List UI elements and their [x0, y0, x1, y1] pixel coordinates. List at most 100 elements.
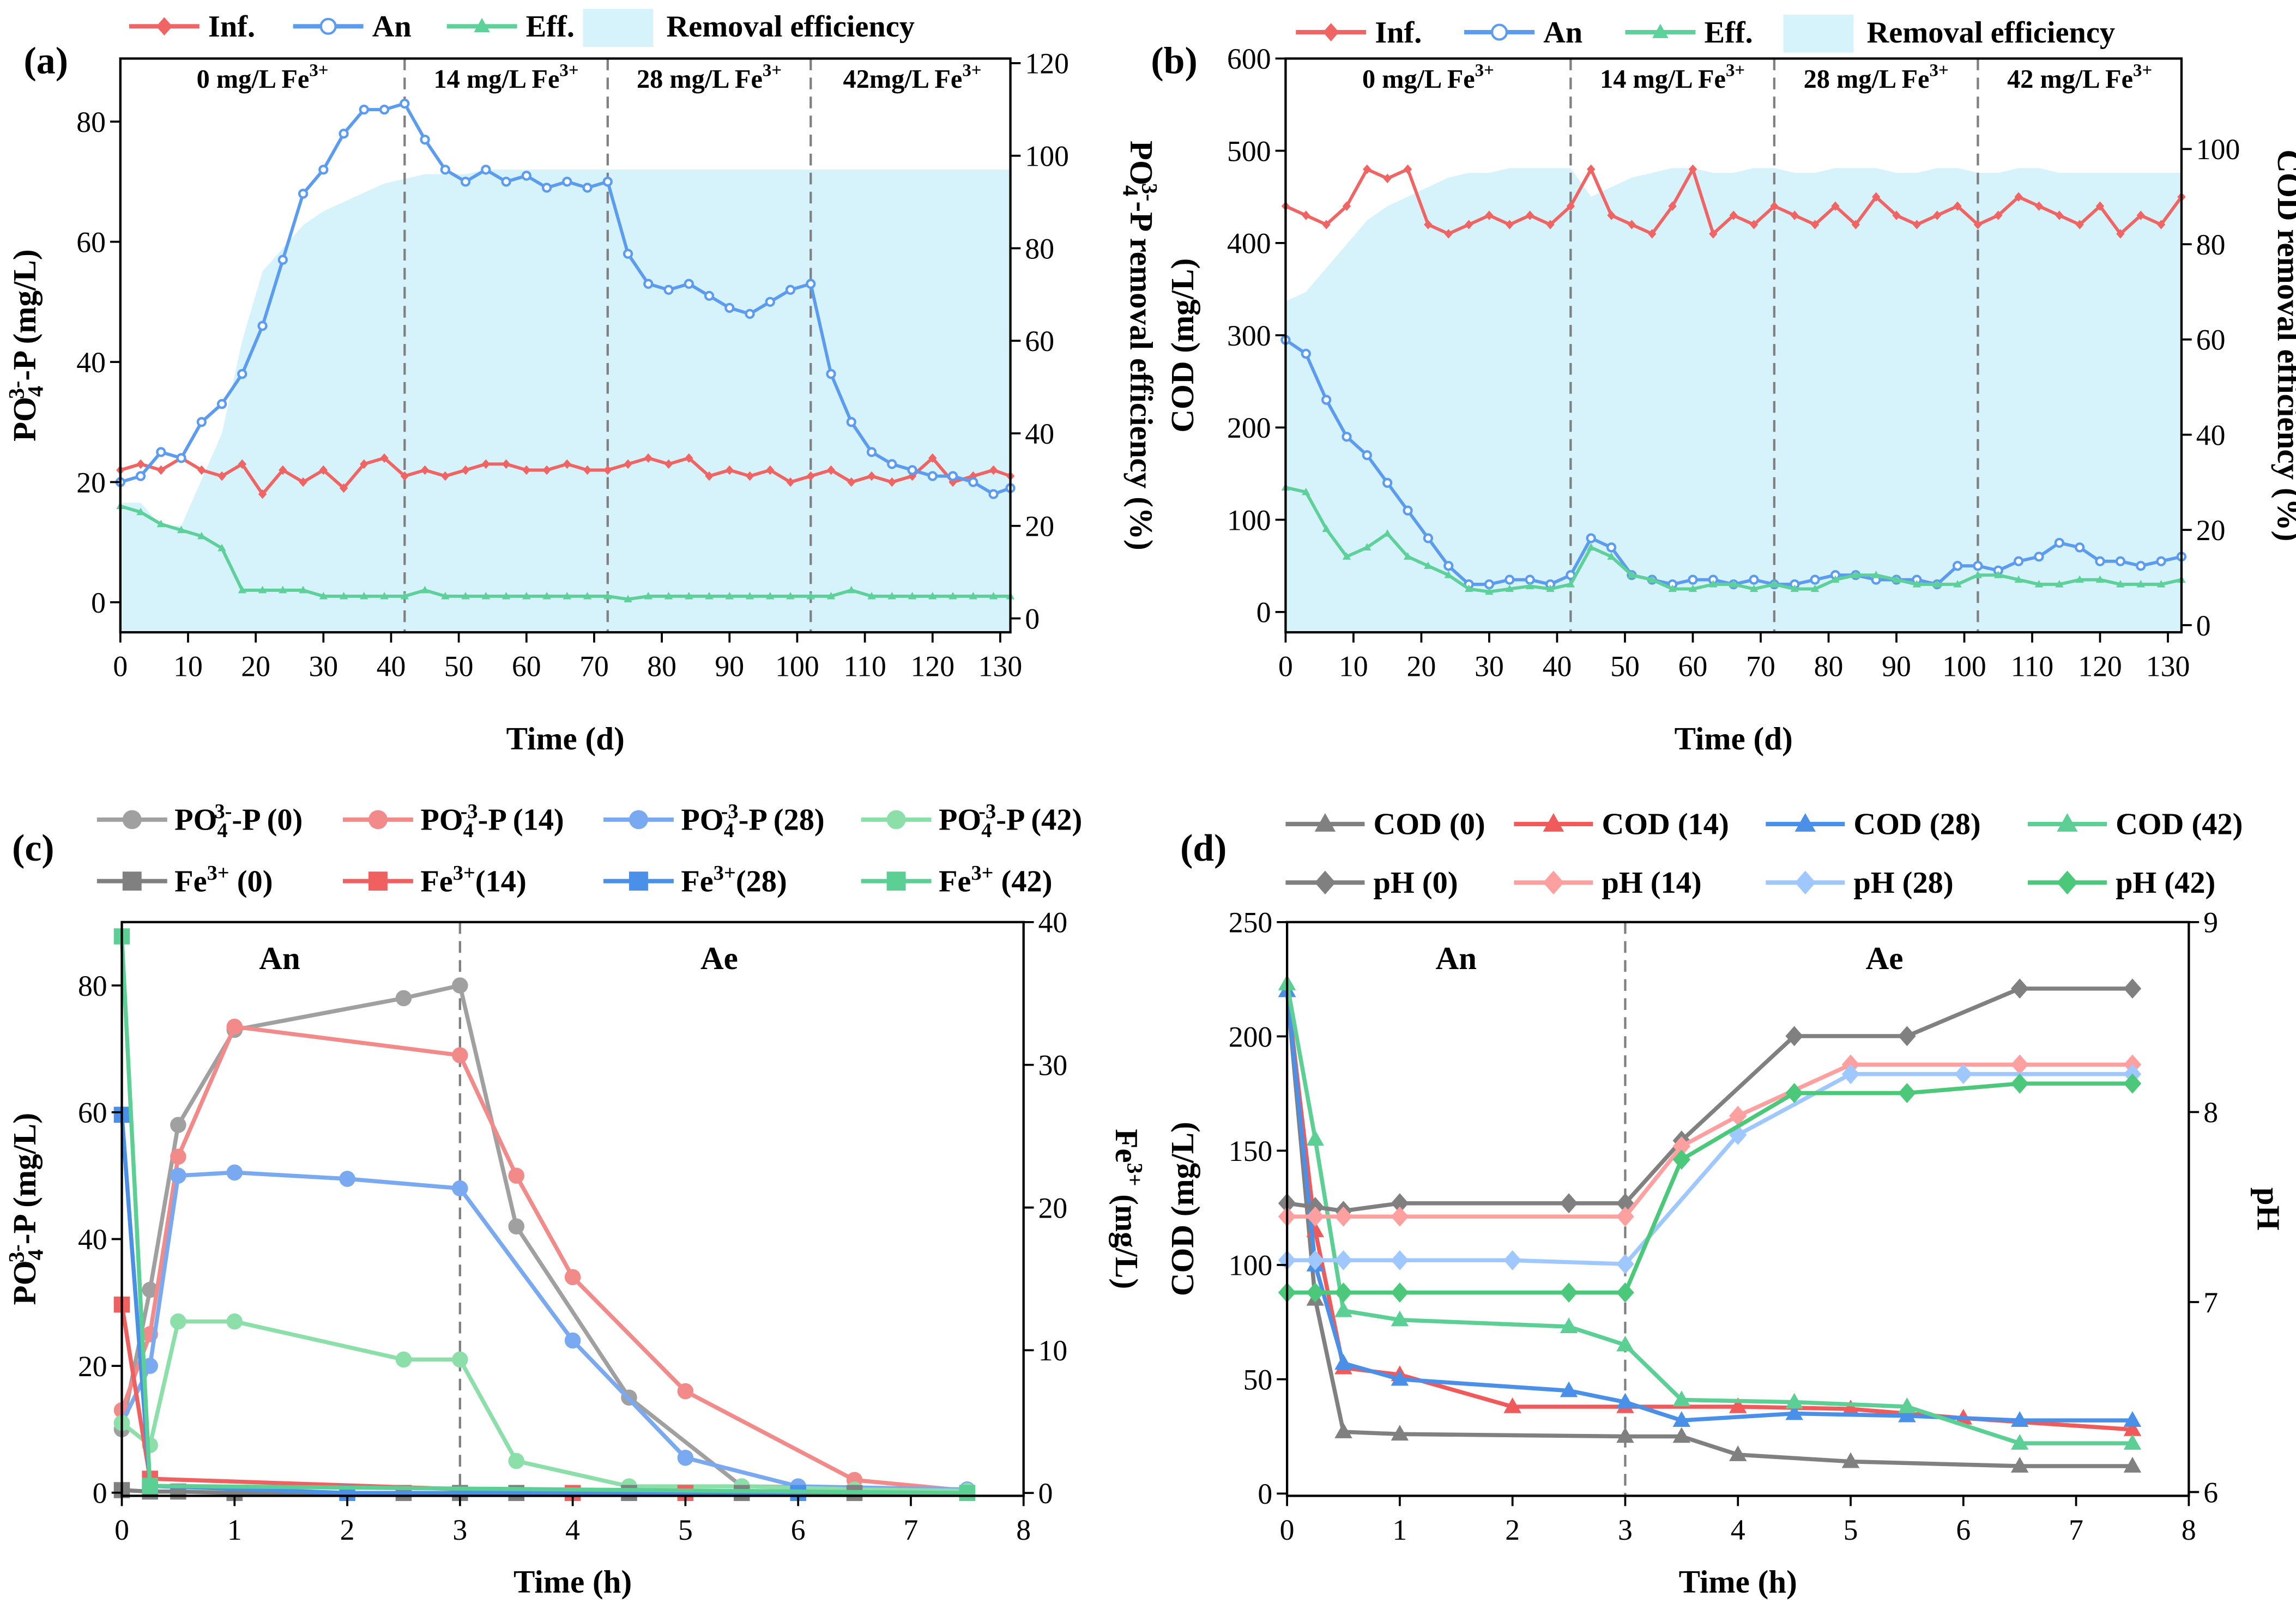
legend-item: Fe3+(28) — [603, 862, 787, 898]
legend-label: Fe3+(14) — [420, 862, 526, 898]
x-tick-label: 70 — [579, 650, 609, 683]
data-point — [541, 183, 552, 193]
data-point — [1912, 220, 1922, 229]
data-point — [1810, 574, 1820, 585]
data-point — [1898, 1026, 1916, 1046]
data-point — [170, 1313, 186, 1330]
legend-marker — [156, 17, 173, 36]
data-point — [1729, 210, 1738, 220]
data-point — [704, 290, 715, 301]
data-point — [1688, 584, 1697, 592]
data-point — [1546, 584, 1555, 592]
data-point — [1334, 1354, 1352, 1370]
legend-marker — [319, 17, 337, 35]
data-point — [705, 591, 714, 600]
data-point — [1383, 173, 1392, 184]
data-point — [359, 104, 369, 115]
y2-axis-title: pH — [2251, 1188, 2287, 1231]
data-point — [481, 591, 490, 600]
y-tick-label: 0 — [1258, 1478, 1272, 1510]
series-line — [1285, 990, 2132, 1423]
plot-frame — [1285, 921, 2190, 1497]
data-point — [1729, 1445, 1747, 1461]
data-point — [176, 453, 186, 463]
legend-label: PO4-3-P (14) — [420, 800, 564, 842]
data-point — [602, 177, 613, 187]
data-point — [564, 1332, 581, 1349]
x-tick-label: 130 — [978, 650, 1023, 683]
y-tick-label: 500 — [1227, 135, 1271, 167]
legend-marker — [1490, 23, 1508, 41]
data-point — [2123, 1434, 2142, 1450]
data-point — [887, 459, 897, 469]
data-point — [583, 465, 592, 475]
data-point — [1668, 201, 1677, 211]
panel-label: (d) — [1180, 827, 1226, 869]
data-point — [1770, 580, 1779, 588]
x-tick-label: 5 — [1844, 1514, 1858, 1546]
legend-label: Inf. — [1375, 16, 1422, 50]
series-line — [120, 1319, 968, 1493]
x-tick-label: 100 — [775, 650, 819, 683]
data-point — [1672, 1149, 1691, 1170]
data-point — [360, 591, 368, 600]
data-point — [1749, 584, 1759, 592]
x-tick-label: 0 — [114, 1514, 129, 1546]
data-point — [1616, 1282, 1634, 1303]
y2-tick-label: 60 — [2196, 324, 2226, 356]
data-point — [142, 1281, 158, 1298]
data-point — [1953, 580, 1962, 588]
data-point — [2010, 1434, 2029, 1450]
data-point — [745, 471, 754, 481]
plot-frame — [1284, 57, 2183, 634]
data-point — [948, 591, 957, 600]
data-point — [452, 1047, 468, 1063]
x-tick-label: 50 — [444, 650, 474, 683]
data-point — [1871, 571, 1881, 578]
data-point — [1672, 1427, 1691, 1443]
x-tick-label: 30 — [309, 650, 338, 683]
data-point — [582, 183, 593, 193]
data-point — [542, 591, 551, 600]
series-line — [1287, 1072, 2132, 1267]
legend-label: PO43--P (0) — [174, 800, 303, 842]
data-point — [1586, 533, 1596, 543]
phase-label: 28 mg/L Fe3+ — [1804, 61, 1949, 94]
data-point — [1841, 1064, 1860, 1085]
legend-item: COD (42) — [2027, 808, 2243, 842]
data-point — [907, 465, 917, 475]
phase-label: An — [259, 940, 300, 976]
data-point — [1954, 1064, 1973, 1085]
data-point — [217, 471, 226, 481]
data-point — [2054, 537, 2064, 548]
data-point — [1912, 580, 1922, 588]
y2-tick-label: 6 — [2203, 1476, 2218, 1509]
x-tick-label: 80 — [647, 650, 676, 683]
data-point — [277, 255, 288, 265]
data-point — [1391, 1370, 1409, 1386]
data-point — [684, 279, 694, 289]
data-point — [1464, 220, 1473, 229]
data-point — [1560, 1381, 1578, 1397]
data-point — [136, 459, 145, 469]
data-point — [299, 585, 307, 594]
legend-item: Fe3+(14) — [342, 862, 527, 898]
data-point — [1444, 571, 1453, 578]
legend-item: PO43--P (0) — [96, 800, 303, 842]
data-point — [1525, 210, 1534, 220]
data-point — [1383, 529, 1392, 537]
phase-label: Ae — [1866, 940, 1904, 976]
data-point — [521, 171, 531, 181]
data-point — [461, 591, 470, 600]
data-point — [1892, 575, 1901, 583]
y2-tick-label: 100 — [2196, 133, 2240, 166]
data-point — [1403, 505, 1413, 516]
data-point — [564, 1269, 581, 1285]
legend-label: COD (42) — [2116, 808, 2243, 842]
data-point — [1334, 1423, 1352, 1438]
y-tick-label: 0 — [1256, 596, 1271, 629]
plot-frame — [119, 57, 1012, 634]
data-point — [786, 591, 795, 600]
data-point — [887, 477, 896, 487]
legend-marker — [474, 17, 490, 33]
